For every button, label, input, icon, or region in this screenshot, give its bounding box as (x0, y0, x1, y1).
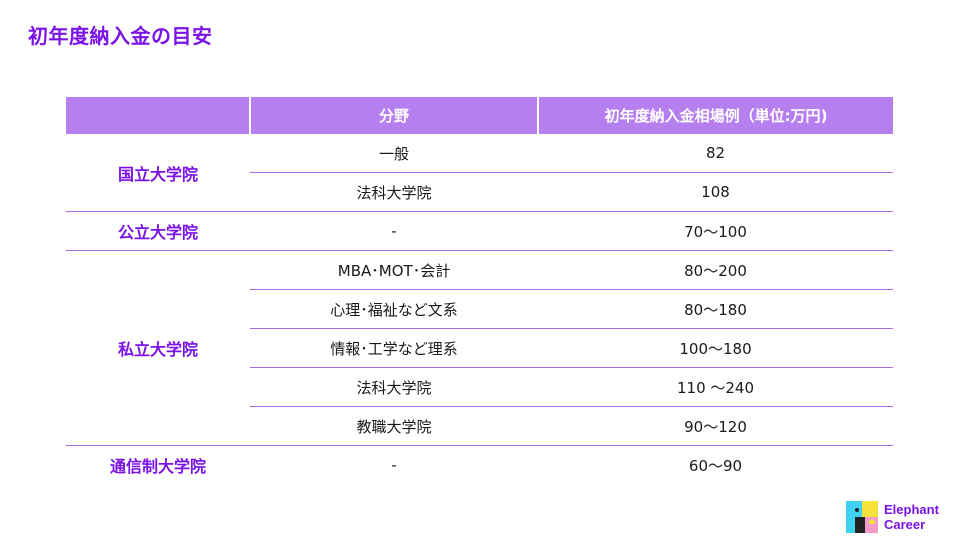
amount-cell: 70〜100 (538, 211, 893, 251)
page-title: 初年度納入金の目安 (28, 24, 213, 48)
field-cell: 法科大学院 (250, 367, 538, 407)
group-label-private: 私立大学院 (66, 250, 250, 446)
field-cell: 一般 (250, 134, 538, 173)
table-row: 私立大学院 MBA･MOT･会計 80〜200 (66, 250, 893, 446)
table-row: 通信制大学院 - 60〜90 (66, 446, 893, 485)
header-field: 分野 (250, 97, 539, 134)
amount-cell: 82 (538, 134, 893, 173)
table-row: 国立大学院 一般 82 (66, 134, 893, 212)
amount-cell: 100〜180 (538, 328, 893, 368)
amount-cell: 110 〜240 (538, 367, 893, 407)
group-label-correspondence: 通信制大学院 (109, 457, 206, 476)
header-amount: 初年度納入金相場例（単位:万円) (538, 97, 893, 134)
elephant-career-logo: Elephant Career (846, 500, 956, 536)
field-cell: 情報･工学など理系 (250, 328, 538, 368)
table-row: 法科大学院 110 〜240 (66, 367, 893, 407)
table-row: 情報･工学など理系 100〜180 (66, 328, 893, 368)
tuition-table: 分野 初年度納入金相場例（単位:万円) 国立大学院 一般 82 法科大学院 10… (66, 97, 893, 484)
amount-cell: 90〜120 (538, 406, 893, 446)
amount-cell: 80〜200 (538, 250, 893, 290)
table-row: 教職大学院 90〜120 (66, 406, 893, 446)
table-row: 法科大学院 108 (66, 172, 893, 212)
header-blank (66, 97, 251, 134)
table-row: 心理･福祉など文系 80〜180 (66, 289, 893, 329)
logo-line-2: Career (884, 517, 926, 532)
amount-cell: 80〜180 (538, 289, 893, 329)
amount-cell: 108 (538, 172, 893, 212)
field-cell: 教職大学院 (250, 406, 538, 446)
field-cell: 法科大学院 (250, 172, 538, 212)
field-cell: - (250, 211, 538, 251)
field-cell: - (391, 456, 397, 474)
logo-line-1: Elephant (884, 502, 939, 517)
amount-cell: 60〜90 (688, 456, 743, 475)
field-cell: 心理･福祉など文系 (250, 289, 538, 329)
group-label-public: 公立大学院 (66, 211, 250, 251)
table-row: 公立大学院 - 70〜100 (66, 211, 893, 251)
elephant-logo-icon (846, 501, 878, 533)
field-cell: MBA･MOT･会計 (250, 250, 538, 290)
table-header-row: 分野 初年度納入金相場例（単位:万円) (66, 97, 893, 134)
group-label-national: 国立大学院 (66, 134, 250, 212)
